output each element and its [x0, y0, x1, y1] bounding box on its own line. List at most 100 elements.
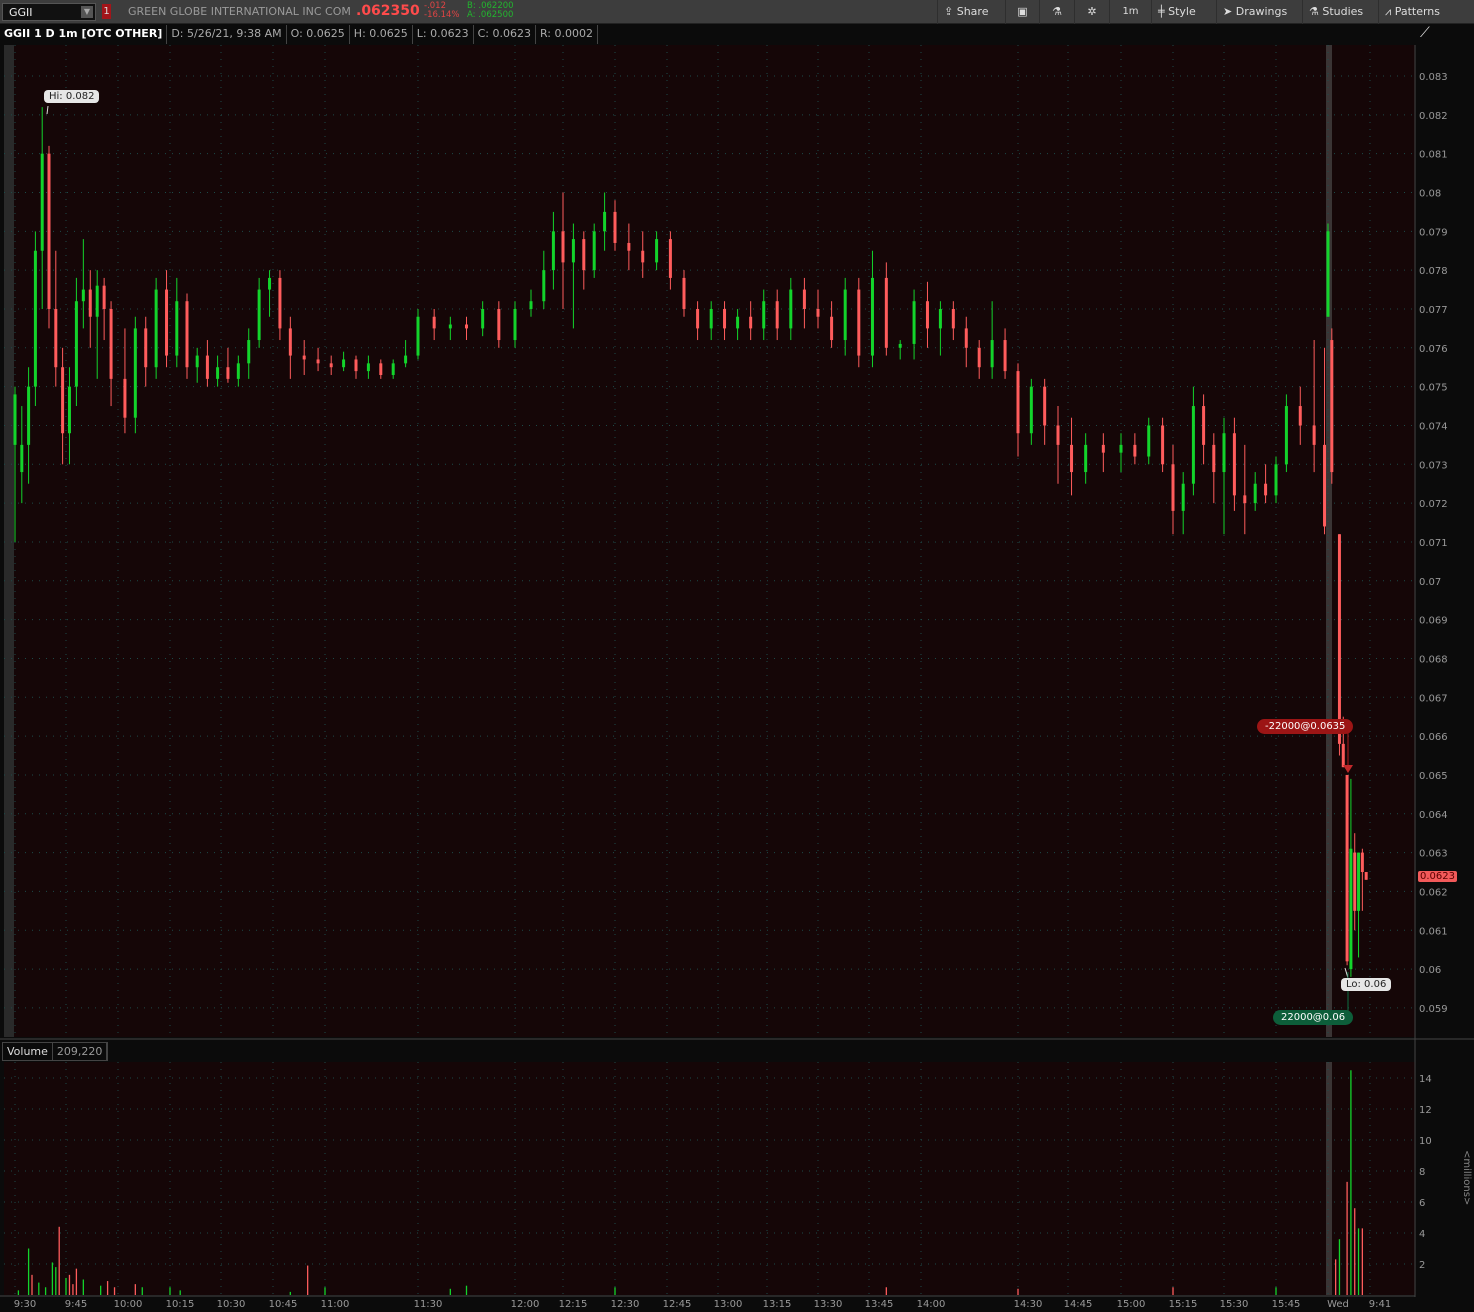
time-tick-label: 13:30 — [814, 1299, 843, 1310]
candle-body — [247, 340, 251, 364]
flask-button[interactable]: ⚗ — [1039, 0, 1074, 24]
last-price: .062350 — [356, 3, 420, 19]
volume-label: Volume — [3, 1043, 53, 1060]
candle-body — [216, 367, 220, 379]
volume-tick-label: 14 — [1419, 1074, 1432, 1085]
price-tick-label: 0.061 — [1419, 926, 1448, 937]
candle-body — [102, 285, 106, 309]
candle-body — [497, 308, 501, 341]
time-tick-label: Wed — [1327, 1299, 1349, 1310]
candle-body — [316, 359, 320, 364]
candle-body — [1171, 464, 1175, 511]
price-tick-label: 0.077 — [1419, 305, 1448, 316]
candle-body — [964, 328, 968, 348]
candle-body — [1003, 340, 1007, 372]
patterns-icon: ⩘ — [1385, 5, 1395, 18]
drawings-button[interactable]: ➤ Drawings — [1216, 0, 1293, 24]
buy-order-label[interactable]: 22000@0.06 — [1273, 1010, 1354, 1025]
price-tick-label: 0.072 — [1419, 499, 1448, 510]
bar-open: O: 0.0625 — [287, 25, 350, 44]
time-tick-label: 11:30 — [414, 1299, 443, 1310]
price-tick-label: 0.075 — [1419, 383, 1448, 394]
flask-icon: ⚗ — [1309, 5, 1323, 18]
candle-body — [448, 324, 452, 329]
candle-body — [513, 308, 517, 341]
autoscale-icon[interactable]: ⟋ — [1420, 25, 1430, 41]
time-tick-label: 13:00 — [714, 1299, 743, 1310]
price-tick-label: 0.063 — [1419, 849, 1448, 860]
candle-body — [1357, 852, 1361, 911]
time-tick-label: 10:15 — [166, 1299, 195, 1310]
time-tick-label: 12:30 — [611, 1299, 640, 1310]
candle-body — [571, 239, 575, 263]
events-button[interactable]: ▣ — [1005, 0, 1039, 24]
bar-high: H: 0.0625 — [350, 25, 413, 44]
timeframe-button[interactable]: 1m — [1109, 0, 1151, 24]
time-tick-label: 14:30 — [1014, 1299, 1043, 1310]
volume-tick-label: 4 — [1419, 1229, 1425, 1240]
time-tick-label: 12:45 — [663, 1299, 692, 1310]
price-tick-label: 0.067 — [1419, 693, 1448, 704]
bid-value: B: .062200 — [467, 1, 514, 11]
candle-body — [582, 239, 586, 271]
flask-icon: ⚗ — [1052, 5, 1062, 18]
candle-body — [404, 355, 408, 364]
bar-close: C: 0.0623 — [474, 25, 536, 44]
left-edge-band — [4, 45, 14, 1037]
time-tick-label: 15:45 — [1272, 1299, 1301, 1310]
candle-body — [1202, 406, 1206, 445]
symbol-input[interactable]: GGII ▼ — [2, 3, 96, 21]
time-tick-label: 13:15 — [763, 1299, 792, 1310]
price-tick-label: 0.073 — [1419, 460, 1448, 471]
change-percent: -16.14% — [424, 10, 460, 20]
patterns-label: Patterns — [1394, 5, 1441, 18]
price-tick-label: 0.076 — [1419, 344, 1448, 355]
price-tick-label: 0.071 — [1419, 538, 1448, 549]
candle-body — [912, 301, 916, 344]
candle-body — [802, 289, 806, 309]
candle-body — [33, 250, 37, 387]
bid-ask: B: .062200 A: .062500 — [467, 2, 514, 20]
volume-value: 209,220 — [53, 1043, 108, 1060]
candle-body — [1274, 464, 1278, 496]
high-label: Hi: 0.082 — [44, 90, 100, 103]
last-price-axis-label: 0.0623 — [1418, 871, 1457, 882]
bar-range: R: 0.0002 — [536, 25, 598, 44]
time-tick-label: 11:00 — [321, 1299, 350, 1310]
candle-body — [1056, 425, 1060, 445]
candle-body — [1181, 483, 1185, 511]
time-tick-label: 9:45 — [65, 1299, 87, 1310]
time-tick-label: 14:45 — [1064, 1299, 1093, 1310]
price-tick-label: 0.06 — [1419, 965, 1441, 976]
candle-body — [561, 231, 565, 263]
volume-tick-label: 8 — [1419, 1167, 1425, 1178]
style-button[interactable]: ╪ Style — [1151, 0, 1202, 24]
candle-body — [366, 363, 370, 372]
candle-body — [592, 231, 596, 271]
time-tick-label: 13:45 — [865, 1299, 894, 1310]
candle-body — [990, 340, 994, 368]
patterns-button[interactable]: ⩘ Patterns — [1378, 0, 1446, 24]
price-tick-label: 0.065 — [1419, 771, 1448, 782]
candle-body — [870, 277, 874, 356]
share-button[interactable]: ⇪ Share — [937, 0, 994, 24]
candle-body — [342, 359, 346, 368]
time-tick-label: 12:15 — [559, 1299, 588, 1310]
candle-body — [775, 301, 779, 329]
candle-body — [1133, 444, 1137, 457]
candle-body — [1101, 444, 1105, 453]
price-tick-label: 0.074 — [1419, 421, 1448, 432]
price-tick-label: 0.069 — [1419, 616, 1448, 627]
candle-body — [1161, 425, 1165, 465]
sell-arrow-icon — [1343, 765, 1353, 773]
settings-button[interactable]: ✲ — [1074, 0, 1109, 24]
price-tick-label: 0.078 — [1419, 266, 1448, 277]
alert-badge[interactable]: 1 — [102, 4, 111, 19]
studies-button[interactable]: ⚗ Studies — [1302, 0, 1369, 24]
candle-body — [938, 308, 942, 329]
chevron-down-icon[interactable]: ▼ — [81, 6, 93, 18]
candle-body — [723, 308, 727, 329]
sell-order-label[interactable]: -22000@0.0635 — [1257, 719, 1354, 734]
candle-body — [843, 289, 847, 341]
